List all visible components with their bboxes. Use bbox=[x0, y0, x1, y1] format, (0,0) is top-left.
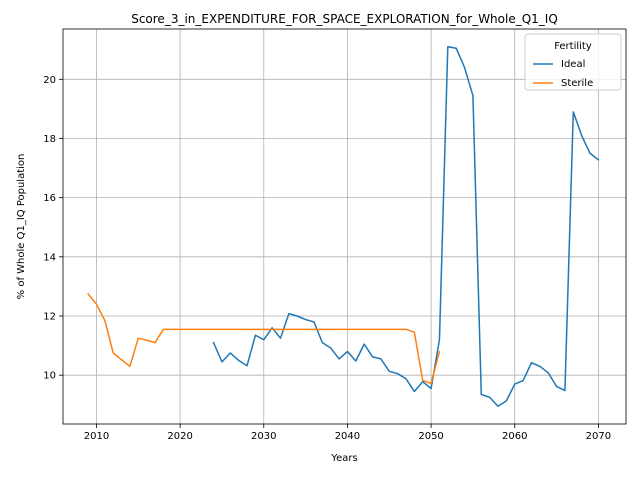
series-line-sterile bbox=[87, 292, 441, 385]
y-tick-label: 14 bbox=[43, 252, 56, 263]
x-tick-label: 2070 bbox=[586, 431, 611, 442]
grid-lines bbox=[63, 29, 626, 424]
legend-title: Fertility bbox=[554, 41, 592, 52]
series-line-ideal bbox=[212, 46, 600, 407]
y-tick-label: 18 bbox=[43, 134, 56, 145]
x-tick-label: 2060 bbox=[502, 431, 527, 442]
legend-box bbox=[524, 33, 622, 91]
y-tick-label: 16 bbox=[43, 193, 56, 204]
legend-entry: Sterile bbox=[561, 78, 593, 89]
x-axis-label: Years bbox=[330, 453, 357, 464]
legend: Fertility Ideal Sterile bbox=[524, 33, 622, 91]
y-tick-label: 20 bbox=[43, 75, 56, 86]
x-axis-ticks: 2010 2020 2030 2040 2050 2060 2070 bbox=[84, 424, 611, 442]
y-axis-ticks: 10 12 14 16 18 20 bbox=[43, 75, 63, 382]
legend-entry: Ideal bbox=[561, 59, 585, 70]
y-tick-label: 10 bbox=[43, 371, 56, 382]
plot-frame bbox=[62, 28, 627, 425]
y-axis-label: % of Whole Q1_IQ Population bbox=[16, 154, 27, 300]
x-tick-label: 2010 bbox=[84, 431, 109, 442]
x-tick-label: 2020 bbox=[167, 431, 192, 442]
chart-title: Score_3_in_EXPENDITURE_FOR_SPACE_EXPLORA… bbox=[131, 12, 558, 26]
x-tick-label: 2030 bbox=[251, 431, 276, 442]
series-lines bbox=[87, 46, 600, 407]
x-tick-label: 2040 bbox=[335, 431, 360, 442]
y-tick-label: 12 bbox=[43, 312, 56, 323]
x-tick-label: 2050 bbox=[418, 431, 443, 442]
